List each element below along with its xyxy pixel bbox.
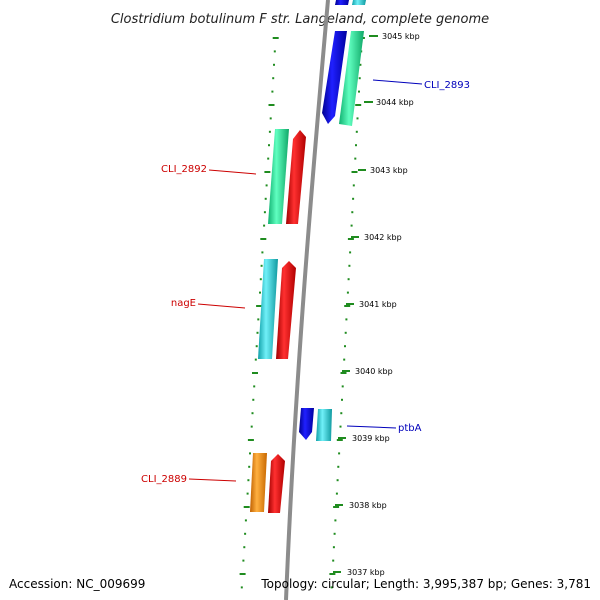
- gene-features: [299, 0, 366, 441]
- gene-arrow[interactable]: [286, 130, 306, 224]
- gene-label-nage[interactable]: nagE: [171, 298, 196, 309]
- gene-labels: CLI_2893 CLI_2892 nagE ptbA CLI_2889: [141, 80, 470, 485]
- tick-label: 3041 kbp: [359, 300, 397, 309]
- gene-arrow[interactable]: [268, 454, 285, 513]
- gene-arrow[interactable]: [352, 0, 366, 5]
- tick-label: 3037 kbp: [347, 568, 385, 577]
- leader-line: [188, 478, 237, 482]
- tick-label: 3042 kbp: [364, 233, 402, 242]
- leader-line: [372, 79, 423, 85]
- leader-line: [197, 303, 246, 309]
- tick-label: 3038 kbp: [349, 501, 387, 510]
- tick-label: 3040 kbp: [355, 367, 393, 376]
- genome-backbone: [284, 0, 330, 600]
- tick-label: 3039 kbp: [352, 434, 390, 443]
- tick-label: 3043 kbp: [370, 166, 408, 175]
- tick-label: 3045 kbp: [382, 32, 420, 41]
- gene-arrow[interactable]: [299, 408, 314, 440]
- gene-label-cli-2893[interactable]: CLI_2893: [424, 80, 470, 91]
- gene-arrow[interactable]: [335, 0, 349, 5]
- leader-line: [346, 425, 397, 429]
- gene-features-reverse: [250, 129, 306, 513]
- gene-label-cli-2889[interactable]: CLI_2889: [141, 474, 187, 485]
- gene-arrow[interactable]: [276, 261, 296, 359]
- kbp-scale: 3045 kbp 3044 kbp 3043 kbp 3042 kbp 3041…: [333, 32, 420, 577]
- gene-arrow[interactable]: [339, 31, 364, 126]
- inner-tick-marks: [329, 37, 365, 589]
- accession-text: Accession: NC_009699: [9, 577, 146, 591]
- gene-arrow[interactable]: [250, 453, 267, 512]
- gene-arrow[interactable]: [322, 31, 347, 124]
- gene-arrow[interactable]: [268, 129, 289, 224]
- gene-arrow[interactable]: [316, 409, 332, 441]
- gene-arrow[interactable]: [258, 259, 278, 359]
- gene-label-ptba[interactable]: ptbA: [398, 423, 422, 434]
- leader-line: [208, 169, 257, 175]
- tick-label: 3044 kbp: [376, 98, 414, 107]
- gene-label-leaders: [188, 79, 423, 482]
- gene-label-cli-2892[interactable]: CLI_2892: [161, 164, 207, 175]
- topology-text: Topology: circular; Length: 3,995,387 bp…: [261, 577, 591, 591]
- map-title: Clostridium botulinum F str. Langeland, …: [111, 12, 489, 27]
- outer-tick-marks: [239, 37, 279, 589]
